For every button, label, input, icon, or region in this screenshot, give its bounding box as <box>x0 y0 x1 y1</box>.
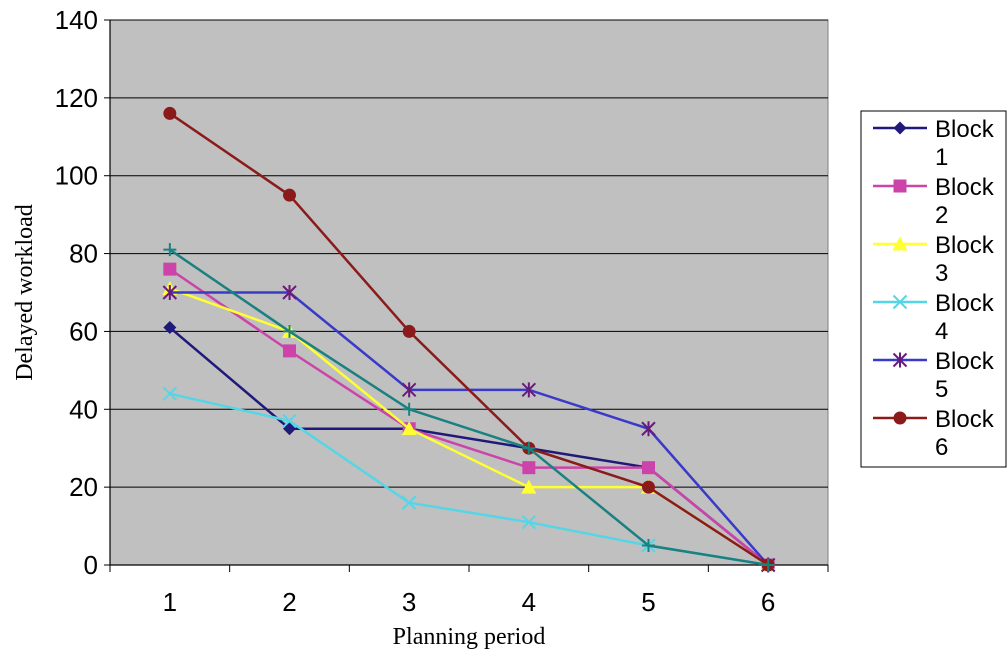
legend-label: 6 <box>935 434 948 461</box>
series-7 <box>163 243 775 572</box>
legend-label: Block <box>935 406 995 433</box>
data-point <box>401 495 417 510</box>
legend-marker <box>892 294 908 310</box>
series-line <box>169 112 769 567</box>
data-point <box>521 382 537 398</box>
series-line <box>169 268 769 566</box>
data-point <box>521 479 537 494</box>
data-point <box>282 413 297 429</box>
gridlines <box>110 19 828 488</box>
y-axis-title: Delayed workload <box>12 204 38 381</box>
legend-label: 1 <box>935 144 948 171</box>
axes: 0 20 40 60 80 100 120 140 1 2 3 4 5 6 <box>55 5 829 617</box>
data-point <box>283 344 296 358</box>
data-point <box>522 461 536 475</box>
y-tick-label: 20 <box>69 472 98 502</box>
x-tick-label: 3 <box>402 587 416 617</box>
data-point <box>163 106 177 120</box>
data-point <box>521 514 537 530</box>
data-point <box>641 421 656 437</box>
x-tick-label: 6 <box>761 587 775 617</box>
legend-marker <box>893 411 907 425</box>
legend-label: Block <box>935 174 995 201</box>
legend-label: Block <box>935 348 995 375</box>
data-point <box>642 461 655 475</box>
legend-label: 2 <box>935 202 948 229</box>
x-axis-title: Planning period <box>393 624 546 650</box>
data-point <box>402 324 416 338</box>
series-layer <box>162 106 776 573</box>
data-point <box>283 188 296 202</box>
data-point <box>163 321 177 335</box>
data-point <box>283 324 296 338</box>
y-tick-label: 140 <box>55 5 98 35</box>
data-point <box>163 262 177 276</box>
legend-marker <box>893 121 907 135</box>
data-point <box>163 243 177 257</box>
data-point <box>282 285 297 300</box>
legend-box <box>860 110 1007 468</box>
legend-marker <box>893 179 907 193</box>
legend-label: 3 <box>935 260 948 287</box>
legend-label: 4 <box>935 318 948 345</box>
legend-label: Block <box>935 232 995 259</box>
y-tick-label: 0 <box>84 550 98 580</box>
legend-label: 5 <box>935 376 948 403</box>
data-point <box>162 285 178 300</box>
data-point <box>761 558 775 572</box>
data-point <box>642 480 655 494</box>
data-point <box>401 421 417 436</box>
legend-label: Block <box>935 116 995 143</box>
y-tick-label: 100 <box>55 161 98 191</box>
data-point <box>162 386 178 401</box>
series-line <box>169 248 769 567</box>
legend-label: Block <box>935 290 995 317</box>
x-tick-label: 2 <box>282 587 296 617</box>
x-tick-label: 4 <box>522 587 536 617</box>
data-point <box>401 382 417 398</box>
legend-marker <box>892 352 908 368</box>
y-tick-label: 60 <box>69 316 98 346</box>
legend-marker <box>892 236 908 251</box>
x-tick-label: 5 <box>641 587 655 617</box>
data-point <box>402 402 416 416</box>
data-point <box>522 441 536 455</box>
y-tick-label: 80 <box>69 239 98 269</box>
data-point <box>642 539 655 553</box>
y-tick-label: 40 <box>69 394 98 424</box>
x-tick-label: 1 <box>163 587 177 617</box>
y-tick-label: 120 <box>55 83 98 113</box>
